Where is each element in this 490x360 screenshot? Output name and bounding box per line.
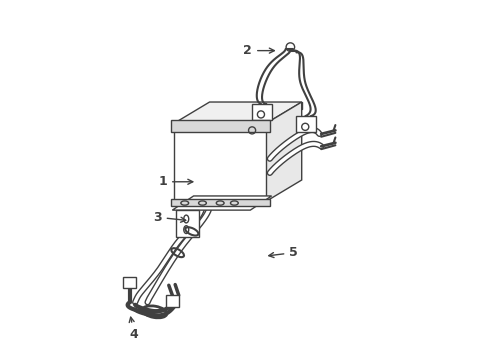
Text: 4: 4 — [129, 317, 139, 341]
Text: 1: 1 — [158, 175, 193, 188]
Polygon shape — [266, 102, 302, 201]
Bar — [171, 120, 270, 132]
Polygon shape — [172, 196, 271, 210]
Text: 5: 5 — [269, 246, 298, 259]
Polygon shape — [174, 102, 302, 123]
Text: 3: 3 — [153, 211, 186, 224]
Bar — [171, 199, 270, 206]
Bar — [252, 104, 271, 120]
Bar — [166, 295, 179, 306]
Bar — [296, 116, 316, 132]
Bar — [123, 277, 136, 288]
Text: 2: 2 — [244, 44, 274, 57]
Bar — [176, 210, 199, 237]
Bar — [174, 123, 266, 201]
